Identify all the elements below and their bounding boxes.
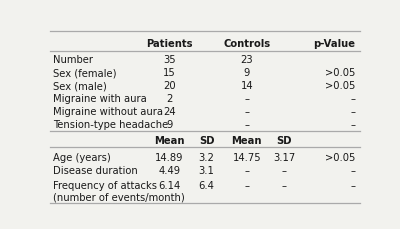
- Text: SD: SD: [199, 135, 214, 145]
- Text: 9: 9: [166, 120, 172, 129]
- Text: 35: 35: [163, 55, 176, 65]
- Text: 24: 24: [163, 107, 176, 117]
- Text: 3.17: 3.17: [273, 153, 295, 163]
- Text: Age (years): Age (years): [53, 153, 111, 163]
- Text: >0.05: >0.05: [325, 81, 355, 91]
- Text: SD: SD: [276, 135, 292, 145]
- Text: –: –: [350, 107, 355, 117]
- Text: –: –: [244, 107, 249, 117]
- Text: –: –: [244, 120, 249, 129]
- Text: –: –: [244, 166, 249, 176]
- Text: 14: 14: [240, 81, 253, 91]
- Text: 2: 2: [166, 94, 172, 104]
- Text: 3.2: 3.2: [199, 153, 214, 163]
- Text: Controls: Controls: [223, 39, 270, 49]
- Text: 4.49: 4.49: [158, 166, 180, 176]
- Text: –: –: [350, 166, 355, 176]
- Text: Mean: Mean: [154, 135, 185, 145]
- Text: Frequency of attacks: Frequency of attacks: [53, 180, 157, 190]
- Text: Migraine with aura: Migraine with aura: [53, 94, 147, 104]
- Text: 6.4: 6.4: [199, 180, 214, 190]
- Text: Migraine without aura: Migraine without aura: [53, 107, 163, 117]
- Text: –: –: [282, 166, 286, 176]
- Text: Mean: Mean: [232, 135, 262, 145]
- Text: –: –: [350, 180, 355, 190]
- Text: Sex (male): Sex (male): [53, 81, 107, 91]
- Text: 15: 15: [163, 68, 176, 78]
- Text: 6.14: 6.14: [158, 180, 180, 190]
- Text: >0.05: >0.05: [325, 68, 355, 78]
- Text: –: –: [244, 94, 249, 104]
- Text: p-Value: p-Value: [313, 39, 355, 49]
- Text: (number of events/month): (number of events/month): [53, 191, 185, 201]
- Text: 14.75: 14.75: [232, 153, 261, 163]
- Text: 20: 20: [163, 81, 176, 91]
- Text: Patients: Patients: [146, 39, 193, 49]
- Text: Sex (female): Sex (female): [53, 68, 117, 78]
- Text: –: –: [244, 180, 249, 190]
- Text: 9: 9: [244, 68, 250, 78]
- Text: –: –: [350, 94, 355, 104]
- Text: –: –: [350, 120, 355, 129]
- Text: 23: 23: [240, 55, 253, 65]
- Text: Disease duration: Disease duration: [53, 166, 138, 176]
- Text: >0.05: >0.05: [325, 153, 355, 163]
- Text: 14.89: 14.89: [155, 153, 184, 163]
- Text: Number: Number: [53, 55, 93, 65]
- Text: 3.1: 3.1: [199, 166, 214, 176]
- Text: –: –: [282, 180, 286, 190]
- Text: Tension-type headache: Tension-type headache: [53, 120, 168, 129]
